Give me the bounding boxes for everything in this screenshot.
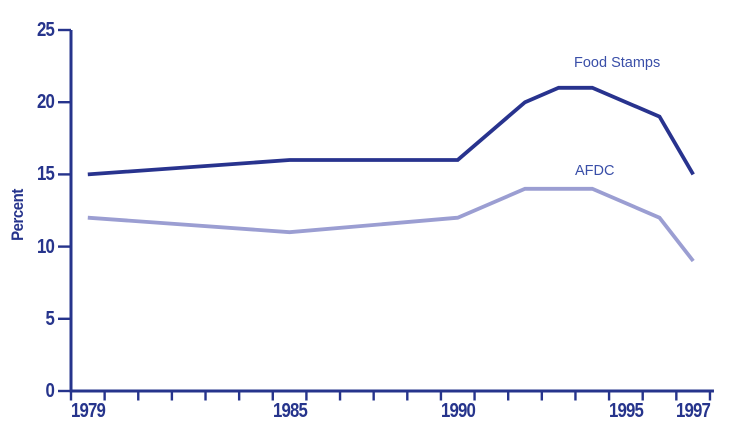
series-label-afdc: AFDC: [575, 163, 615, 179]
series-label-food-stamps: Food Stamps: [574, 55, 661, 71]
series-line-food-stamps: [87, 85, 695, 177]
y-axis-title: Percent: [8, 189, 27, 241]
x-tick-label-1979: 1979: [70, 400, 106, 422]
y-tick-label-10: 10: [36, 235, 55, 258]
x-tick-label-1997: 1997: [676, 400, 711, 422]
x-tick-label-1985: 1985: [272, 400, 308, 422]
x-tick-label-1995: 1995: [608, 400, 644, 422]
y-tick-label-5: 5: [45, 307, 54, 330]
y-tick-label-20: 20: [36, 91, 55, 114]
x-tick-label-1990: 1990: [440, 400, 476, 422]
y-tick-label-25: 25: [36, 19, 55, 41]
y-tick-label-15: 15: [36, 163, 55, 186]
y-tick-label-0: 0: [45, 380, 54, 402]
series-line-afdc: [87, 186, 695, 263]
